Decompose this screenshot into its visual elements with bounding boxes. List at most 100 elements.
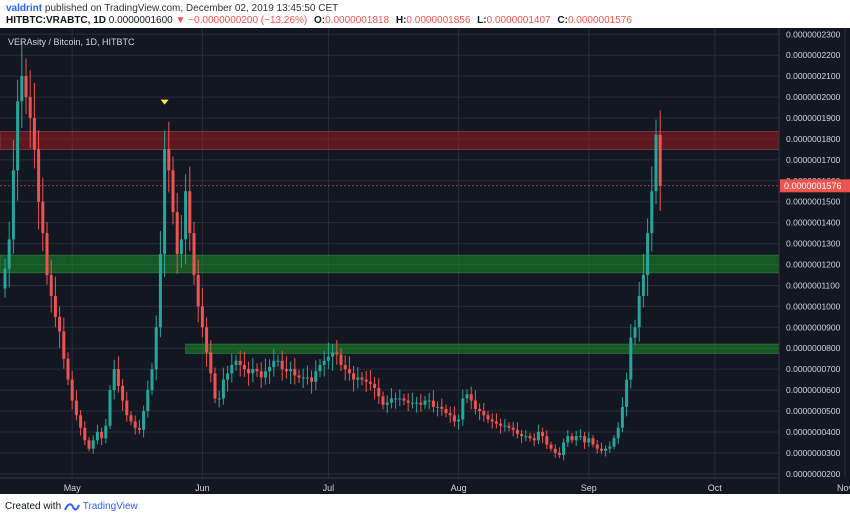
candle-body — [444, 408, 448, 414]
candle-body — [515, 429, 519, 435]
candle-body — [536, 431, 540, 441]
candle-body — [520, 434, 524, 437]
candle-body — [251, 369, 255, 374]
top-markers — [160, 99, 169, 105]
candle-body — [591, 438, 595, 445]
candle-body — [427, 400, 431, 402]
candle-body — [3, 268, 7, 289]
candle-body — [331, 352, 335, 357]
candle-body — [171, 170, 175, 213]
candle-body — [633, 327, 637, 338]
candle-body — [436, 406, 440, 408]
candle-body — [469, 394, 473, 401]
top-marker-icon — [160, 99, 169, 105]
candle-body — [486, 415, 490, 420]
candle-body — [587, 438, 591, 443]
candle-body — [570, 436, 574, 441]
candle-body — [108, 390, 112, 426]
time-tick-label: Jul — [323, 483, 335, 493]
candle-body — [394, 398, 398, 400]
candle-body — [184, 191, 188, 240]
candle-body — [557, 452, 561, 455]
price-tick-label: 0.0000002000 — [786, 92, 841, 102]
candle-body — [125, 400, 129, 416]
candle-body — [247, 369, 251, 374]
symbol-label: HITBTC:VRABTC, 1D — [6, 15, 106, 26]
close-value: 0.0000001576 — [567, 15, 632, 26]
candle-body — [335, 352, 339, 355]
price-tick-label: 0.0000001100 — [786, 280, 840, 290]
candle-body — [532, 438, 536, 441]
candle-body — [268, 367, 272, 372]
candle-body — [431, 400, 435, 407]
publish-line: valdrint published on TradingView.com, D… — [6, 3, 338, 14]
candle-body — [385, 402, 389, 405]
candle-body — [423, 400, 427, 405]
footer: Created with TradingView — [0, 494, 850, 518]
candle-body — [507, 425, 511, 428]
candle-body — [192, 233, 196, 275]
price-change: −0.0000000200 (−13.26%) — [188, 15, 308, 26]
candle-body — [389, 398, 393, 403]
candle-body — [608, 446, 612, 449]
candle-body — [658, 134, 662, 186]
candle-body — [272, 360, 276, 368]
candle-body — [95, 431, 99, 441]
candle-body — [28, 97, 32, 118]
price-tick-label: 0.0000002100 — [786, 71, 841, 81]
publish-text: published on TradingView.com, December 0… — [44, 3, 339, 14]
high-value: 0.0000001856 — [406, 15, 471, 26]
candle-body — [213, 373, 217, 399]
tradingview-brand-link[interactable]: TradingView — [82, 501, 138, 512]
candle-body — [473, 400, 477, 409]
candle-body — [549, 444, 553, 449]
candle-body — [343, 364, 347, 370]
candle-body — [280, 360, 284, 370]
candle-body — [440, 406, 444, 409]
candle-body — [650, 191, 654, 234]
candle-body — [70, 379, 74, 401]
candle-body — [259, 371, 263, 378]
author-link[interactable]: valdrint — [6, 3, 43, 14]
chart-area[interactable]: VERAsity / Bitcoin, 1D, HITBTC 0.0000002… — [0, 28, 850, 494]
candle-body — [167, 149, 171, 171]
candle-body — [32, 118, 36, 150]
candle-body — [238, 360, 242, 365]
price-tick-label: 0.0000001200 — [786, 260, 841, 270]
grid-lines — [0, 28, 846, 478]
candle-body — [154, 327, 158, 370]
price-tick-label: 0.0000001700 — [786, 155, 841, 165]
candle-body — [66, 358, 70, 380]
candle-body — [74, 400, 78, 416]
candle-body — [310, 377, 314, 382]
candle-body — [196, 274, 200, 307]
candle-body — [654, 134, 658, 192]
last-price-label: 0.0000001576 — [784, 181, 842, 191]
candle-body — [62, 331, 66, 359]
candle-body — [116, 369, 120, 386]
candle-body — [179, 239, 183, 255]
candle-body — [352, 373, 356, 380]
low-value: 0.0000001407 — [486, 15, 551, 26]
time-axis[interactable]: MayJunJulAugSepOctNovDec2020 — [64, 483, 850, 493]
candlestick-chart[interactable]: VERAsity / Bitcoin, 1D, HITBTC 0.0000002… — [0, 28, 850, 494]
candle-body — [163, 149, 167, 255]
price-tick-label: 0.0000002200 — [786, 50, 841, 60]
price-zones — [0, 131, 780, 354]
price-tick-label: 0.0000001000 — [786, 301, 841, 311]
candle-body — [545, 436, 549, 445]
candle-body — [368, 381, 372, 384]
candle-body — [562, 442, 566, 455]
candle-body — [209, 352, 213, 374]
price-tick-label: 0.0000001400 — [786, 218, 841, 228]
candle-body — [566, 436, 570, 443]
candle-body — [578, 436, 582, 438]
high-label: H: — [395, 15, 407, 26]
candle-body — [158, 254, 162, 328]
price-tick-label: 0.0000002300 — [786, 29, 841, 39]
candle-body — [415, 402, 419, 404]
candle-body — [20, 76, 24, 102]
candle-body — [284, 369, 288, 372]
candle-body — [616, 427, 620, 439]
price-tick-label: 0.0000000700 — [786, 364, 841, 374]
